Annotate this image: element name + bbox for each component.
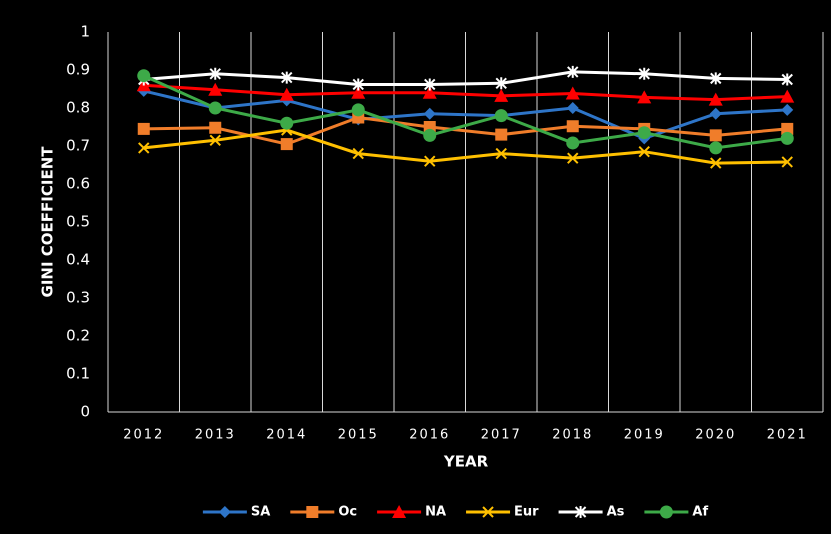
- marker: [566, 120, 579, 133]
- marker: [422, 85, 437, 99]
- marker: [708, 92, 723, 106]
- marker: [351, 85, 366, 99]
- marker: [423, 128, 437, 142]
- y-tick-label: 0.3: [66, 289, 90, 307]
- legend: SA Oc NA Eur As Af: [202, 505, 708, 520]
- marker: [137, 69, 151, 83]
- y-tick-label: 0.4: [66, 251, 90, 269]
- y-tick-label: 0.7: [66, 137, 90, 155]
- marker: [279, 87, 294, 101]
- x-tick-label: 2017: [481, 428, 522, 443]
- marker: [209, 134, 221, 147]
- x-tick-label: 2020: [695, 428, 736, 443]
- marker: [638, 145, 650, 158]
- x-tick-label: 2014: [266, 428, 307, 443]
- x-tick-label: 2013: [195, 428, 236, 443]
- marker: [780, 131, 794, 145]
- marker: [281, 71, 293, 84]
- marker: [495, 77, 507, 90]
- y-tick-label: 0: [80, 403, 90, 421]
- marker: [280, 116, 294, 130]
- x-tick-label: 2019: [624, 428, 665, 443]
- marker: [567, 65, 579, 78]
- y-tick-label: 0.1: [66, 365, 90, 383]
- marker: [306, 506, 319, 518]
- marker: [780, 89, 795, 103]
- x-tick-label: 2012: [123, 428, 164, 443]
- marker: [494, 109, 508, 123]
- y-axis-title: GINI COEFFICIENT: [39, 146, 57, 298]
- marker: [137, 122, 150, 135]
- marker: [209, 121, 222, 134]
- marker: [567, 152, 579, 164]
- marker: [709, 129, 722, 142]
- legend-label: Af: [692, 505, 708, 520]
- marker: [351, 103, 365, 117]
- y-tick-label: 0.5: [66, 213, 90, 231]
- y-tick-label: 0.6: [66, 175, 90, 193]
- series-line: [143, 83, 788, 102]
- marker: [495, 128, 508, 141]
- marker: [781, 156, 793, 168]
- marker: [565, 86, 580, 100]
- marker: [781, 73, 793, 86]
- x-tick-label: 2016: [409, 428, 450, 443]
- marker: [423, 107, 436, 120]
- legend-label: NA: [425, 505, 446, 520]
- marker: [494, 88, 509, 102]
- x-axis-title: YEAR: [443, 453, 489, 471]
- marker: [424, 155, 436, 167]
- marker: [495, 147, 507, 160]
- legend-label: SA: [251, 505, 270, 520]
- marker: [637, 90, 652, 104]
- marker: [659, 505, 673, 519]
- marker: [710, 157, 722, 169]
- series-line: [143, 128, 788, 165]
- marker: [566, 102, 579, 114]
- marker: [710, 72, 722, 85]
- marker: [566, 136, 580, 150]
- y-tick-label: 1: [80, 23, 90, 41]
- marker: [781, 122, 794, 135]
- marker: [574, 506, 587, 518]
- marker: [218, 506, 231, 518]
- legend-label: Eur: [514, 505, 539, 520]
- y-tick-label: 0.9: [66, 61, 90, 79]
- x-tick-label: 2021: [767, 428, 808, 443]
- marker: [482, 506, 494, 518]
- marker: [209, 67, 221, 80]
- x-tick-label: 2018: [552, 428, 593, 443]
- x-tick-label: 2015: [338, 428, 379, 443]
- marker: [208, 82, 223, 96]
- marker: [424, 78, 436, 91]
- marker: [637, 126, 651, 140]
- marker: [781, 103, 794, 116]
- y-tick-label: 0.8: [66, 99, 90, 117]
- legend-label: As: [607, 505, 625, 520]
- series-line: [143, 70, 788, 86]
- marker: [392, 505, 407, 518]
- marker: [208, 101, 222, 115]
- legend-label: Oc: [338, 505, 357, 520]
- marker: [138, 142, 150, 154]
- y-tick-label: 0.2: [66, 327, 90, 345]
- marker: [709, 107, 722, 120]
- marker: [638, 67, 650, 80]
- series-line: [143, 89, 788, 141]
- marker: [709, 141, 723, 155]
- marker: [352, 78, 364, 91]
- marker: [352, 147, 364, 160]
- series-line: [143, 74, 788, 150]
- marker: [280, 138, 293, 151]
